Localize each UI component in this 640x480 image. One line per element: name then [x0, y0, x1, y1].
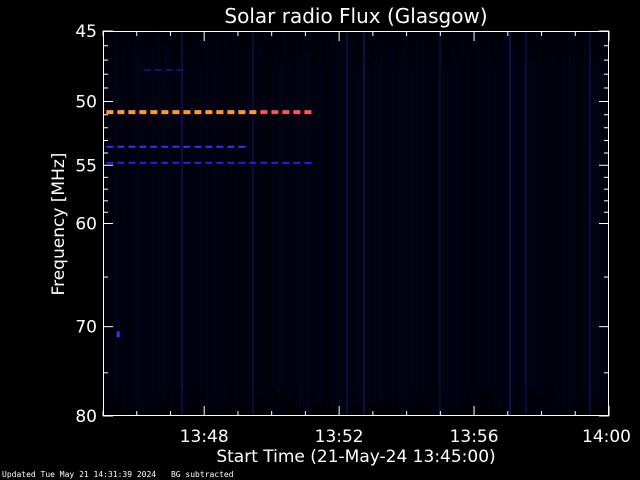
- x-tick-label: 13:56: [450, 427, 499, 447]
- y-tick-label: 50: [75, 93, 97, 113]
- y-tick-label: 45: [75, 22, 97, 42]
- emission-band-dash: [271, 161, 279, 164]
- emission-band-dash: [165, 68, 173, 71]
- chart-title: Solar radio Flux (Glasgow): [224, 4, 487, 28]
- emission-band-dash: [172, 145, 180, 148]
- emission-band-dash: [106, 110, 114, 115]
- emission-dot: [116, 331, 120, 338]
- emission-band-dash: [143, 68, 151, 71]
- emission-band-dash: [172, 110, 180, 115]
- emission-band-dash: [216, 145, 224, 148]
- axis-ticks: 45 50 55 60 70 80 13:48 13:52 13:56 14:00: [75, 22, 631, 447]
- emission-band-dash: [227, 110, 235, 115]
- emission-band-dash: [183, 110, 191, 115]
- emission-band-dash: [139, 145, 147, 148]
- updated-timestamp: Updated Tue May 21 14:31:39 2024: [2, 470, 157, 479]
- emission-band-dash: [117, 145, 125, 148]
- y-tick-label: 55: [75, 156, 97, 176]
- emission-band-dash: [117, 161, 125, 164]
- emission-band-dash: [161, 161, 169, 164]
- emission-band-dash: [205, 145, 213, 148]
- emission-band-dash: [238, 161, 246, 164]
- background-streaks: [104, 32, 607, 415]
- emission-band-dash: [293, 110, 301, 115]
- y-tick-label: 60: [75, 215, 97, 235]
- emission-band-dash: [172, 161, 180, 164]
- emission-band-dash: [260, 110, 268, 115]
- emission-band-dash: [150, 145, 158, 148]
- x-tick-label: 13:52: [315, 427, 364, 447]
- emission-band-dash: [194, 110, 202, 115]
- emission-band-dash: [194, 145, 202, 148]
- emission-band-dash: [161, 145, 169, 148]
- emission-band-dash: [293, 161, 301, 164]
- emission-band-dash: [183, 161, 191, 164]
- y-tick-label: 80: [75, 407, 97, 427]
- emission-band-dash: [117, 110, 125, 115]
- emission-band-dash: [106, 145, 114, 148]
- y-axis-label: Frequency [MHz]: [49, 153, 69, 296]
- emission-band-dash: [176, 68, 184, 71]
- emission-band-dash: [249, 161, 257, 164]
- emission-band-dash: [238, 110, 246, 115]
- x-tick-label: 13:48: [180, 427, 229, 447]
- background-note: BG subtracted: [170, 470, 234, 479]
- emission-band-dash: [139, 110, 147, 115]
- footer: Updated Tue May 21 14:31:39 2024 BG subt…: [2, 470, 244, 480]
- y-tick-label: 70: [75, 318, 97, 338]
- emission-band-dash: [128, 145, 136, 148]
- plot-area: [103, 31, 609, 416]
- x-axis-label: Start Time (21-May-24 13:45:00): [216, 447, 495, 467]
- emission-band-dash: [304, 110, 312, 115]
- emission-band-dash: [282, 161, 290, 164]
- emission-band-dash: [227, 145, 235, 148]
- emission-band-dash: [249, 110, 257, 115]
- emission-band-dash: [238, 145, 246, 148]
- emission-band-dash: [205, 161, 213, 164]
- emission-band-dash: [216, 110, 224, 115]
- emission-band-dash: [194, 161, 202, 164]
- emission-band-dash: [227, 161, 235, 164]
- x-tick-label: 14:00: [582, 427, 631, 447]
- emission-band-dash: [260, 161, 268, 164]
- emission-band-dash: [139, 161, 147, 164]
- emission-band-dash: [106, 161, 114, 164]
- emission-band-dash: [304, 161, 312, 164]
- emission-band-dash: [205, 110, 213, 115]
- emission-band-dash: [216, 161, 224, 164]
- emission-band-dash: [154, 68, 162, 71]
- emission-band-dash: [128, 110, 136, 115]
- emission-features: [106, 68, 312, 338]
- emission-band-dash: [150, 161, 158, 164]
- emission-band-dash: [271, 110, 279, 115]
- emission-band-dash: [282, 110, 290, 115]
- emission-band-dash: [183, 145, 191, 148]
- emission-band-dash: [128, 161, 136, 164]
- emission-band-dash: [150, 110, 158, 115]
- emission-band-dash: [161, 110, 169, 115]
